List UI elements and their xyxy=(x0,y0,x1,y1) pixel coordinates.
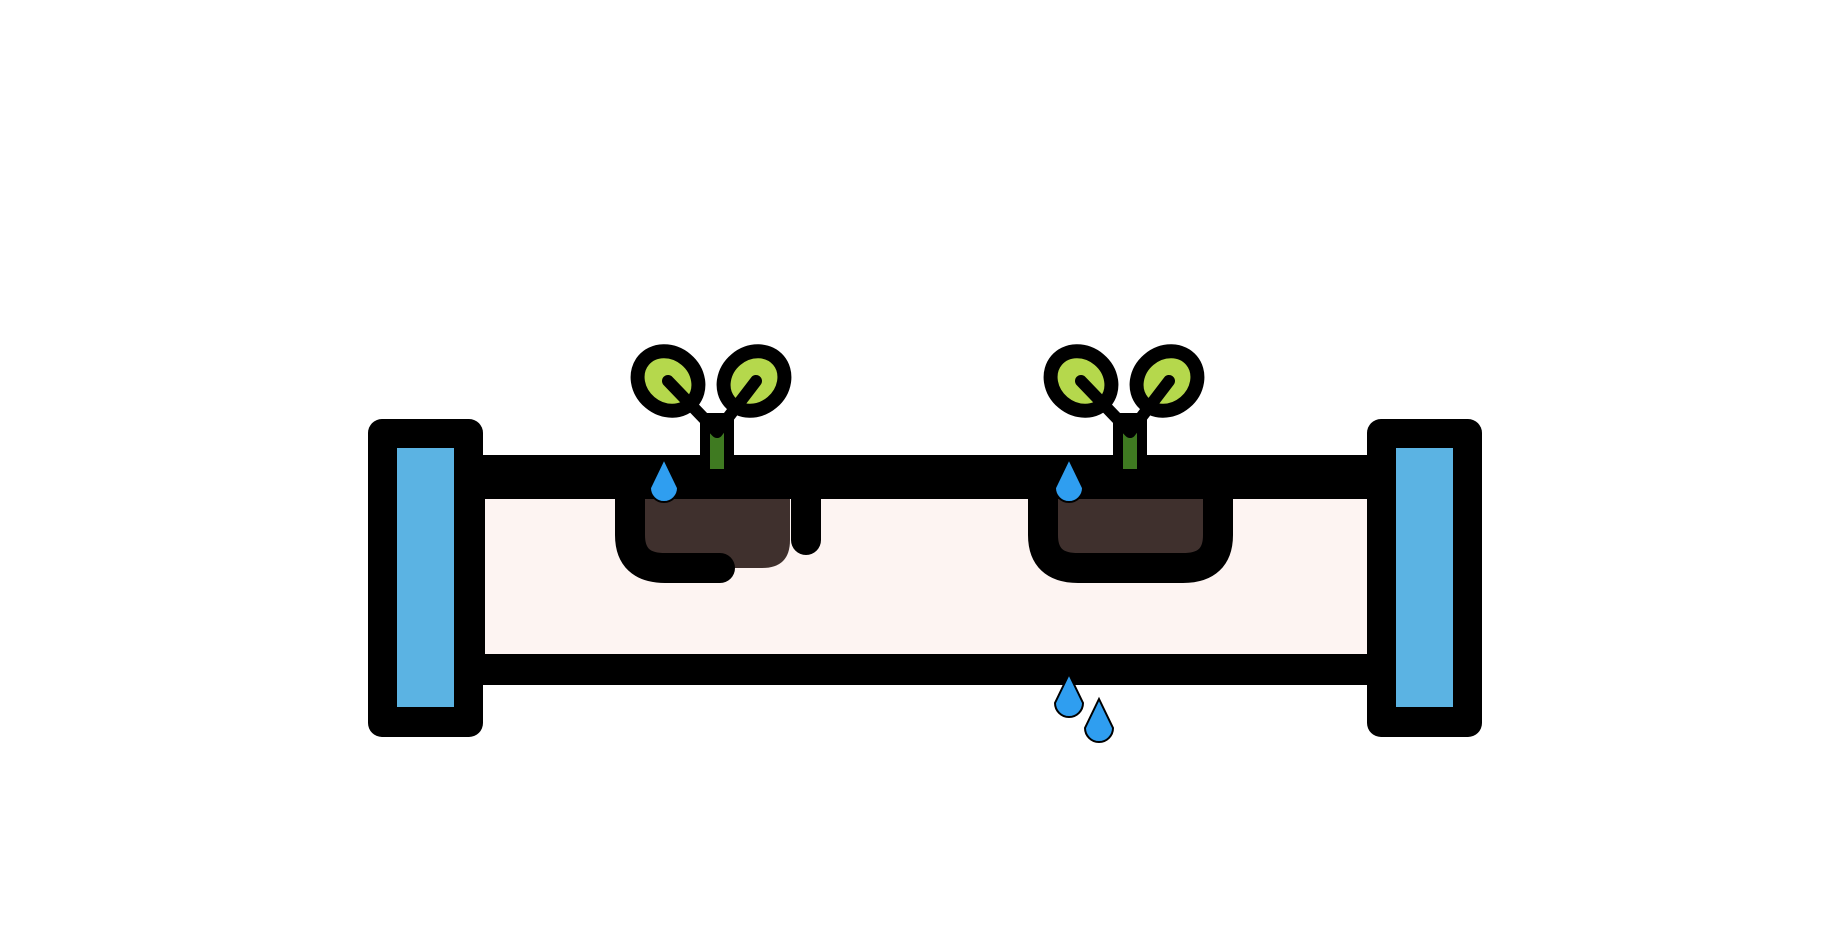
pipe-tube xyxy=(455,455,1405,685)
water-drop-icon xyxy=(1083,696,1115,743)
seedling-left xyxy=(630,344,792,489)
pot-left xyxy=(615,469,821,583)
end-cap-right-fill xyxy=(1396,448,1453,707)
seedling-left-veins xyxy=(662,375,762,438)
pot-right xyxy=(1028,469,1233,583)
end-cap-left xyxy=(368,419,483,737)
end-cap-right xyxy=(1367,419,1482,737)
water-drop-icon xyxy=(648,456,680,503)
water-drop-icon xyxy=(1053,671,1085,718)
pot-right-soil xyxy=(1058,484,1203,568)
water-drop-icon xyxy=(1053,456,1085,503)
water-drops xyxy=(648,456,1115,743)
pipe-rims xyxy=(470,469,1390,684)
pipe-body xyxy=(455,455,1405,685)
pot-left-soil xyxy=(645,484,790,568)
seedling-right-veins xyxy=(1075,375,1175,438)
pot-right-outline xyxy=(1028,469,1233,583)
end-cap-left-fill xyxy=(397,448,454,707)
